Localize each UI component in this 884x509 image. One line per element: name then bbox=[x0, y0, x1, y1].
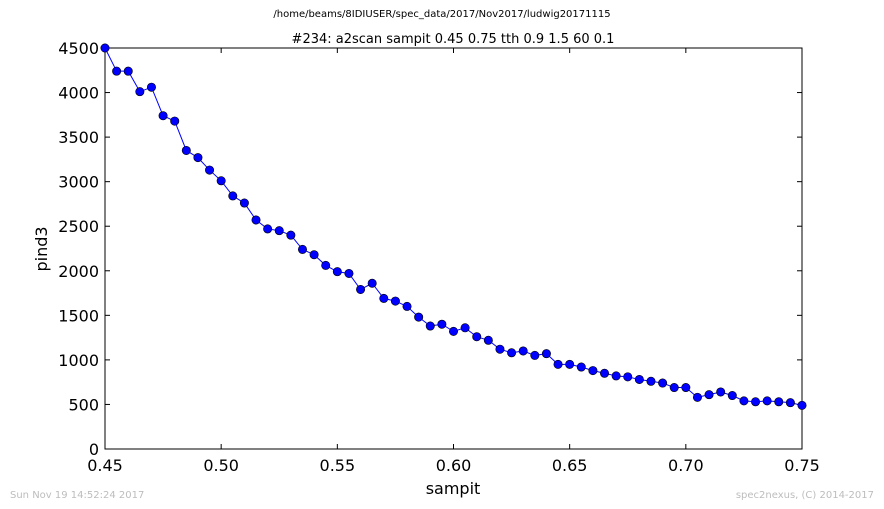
data-point bbox=[797, 400, 807, 410]
timestamp-footer: Sun Nov 19 14:52:24 2017 bbox=[10, 490, 145, 501]
data-point bbox=[692, 392, 702, 402]
y-tick-label: 4000 bbox=[58, 84, 99, 103]
data-point bbox=[495, 344, 505, 354]
chart-title: #234: a2scan sampit 0.45 0.75 tth 0.9 1.… bbox=[292, 32, 615, 47]
data-point bbox=[681, 383, 691, 393]
data-point bbox=[228, 191, 238, 201]
y-tick-label: 1000 bbox=[58, 351, 99, 370]
data-point bbox=[135, 87, 145, 97]
data-point bbox=[448, 326, 458, 336]
data-point bbox=[309, 250, 319, 260]
x-tick-label: 0.75 bbox=[784, 456, 820, 475]
y-tick-label: 2500 bbox=[58, 217, 99, 236]
data-point bbox=[344, 268, 354, 278]
y-tick-label: 3000 bbox=[58, 173, 99, 192]
data-point bbox=[623, 372, 633, 382]
data-point bbox=[297, 244, 307, 254]
data-point bbox=[600, 368, 610, 378]
x-tick-label: 0.70 bbox=[668, 456, 704, 475]
y-tick-label: 2000 bbox=[58, 262, 99, 281]
y-axis-label: pind3 bbox=[32, 226, 51, 271]
credit-footer: spec2nexus, (C) 2014-2017 bbox=[735, 490, 874, 501]
data-point bbox=[414, 312, 424, 322]
data-point bbox=[170, 116, 180, 126]
data-point bbox=[553, 359, 563, 369]
file-path-title: /home/beams/8IDIUSER/spec_data/2017/Nov2… bbox=[273, 9, 611, 20]
data-point bbox=[483, 335, 493, 345]
series-line bbox=[104, 47, 803, 406]
x-axis-label: sampit bbox=[426, 479, 481, 498]
data-point bbox=[588, 366, 598, 376]
data-point bbox=[239, 198, 249, 208]
data-point bbox=[123, 66, 133, 76]
data-point bbox=[158, 111, 168, 121]
data-point bbox=[181, 145, 191, 155]
data-point bbox=[367, 278, 377, 288]
data-point bbox=[425, 321, 435, 331]
y-tick-label: 1500 bbox=[58, 306, 99, 325]
y-tick-label: 500 bbox=[68, 395, 99, 414]
data-point bbox=[100, 43, 110, 53]
data-point bbox=[541, 349, 551, 359]
data-point bbox=[507, 348, 517, 358]
x-tick-label: 0.55 bbox=[320, 456, 356, 475]
data-point bbox=[205, 165, 215, 175]
series-layer bbox=[100, 43, 807, 410]
x-tick-label: 0.65 bbox=[552, 456, 588, 475]
data-point bbox=[112, 66, 122, 76]
data-point bbox=[460, 323, 470, 333]
y-tick-label: 4500 bbox=[58, 39, 99, 58]
data-point bbox=[565, 359, 575, 369]
data-point bbox=[669, 383, 679, 393]
y-tick-label: 0 bbox=[89, 440, 99, 459]
data-point bbox=[193, 153, 203, 163]
data-point bbox=[472, 332, 482, 342]
data-point bbox=[437, 319, 447, 329]
data-point bbox=[634, 374, 644, 384]
data-point bbox=[402, 301, 412, 311]
data-point bbox=[611, 371, 621, 381]
x-tick-label: 0.50 bbox=[203, 456, 239, 475]
data-point bbox=[263, 224, 273, 234]
data-point bbox=[646, 376, 656, 386]
data-point bbox=[727, 391, 737, 401]
data-point bbox=[530, 350, 540, 360]
data-point bbox=[251, 215, 261, 225]
data-point bbox=[286, 230, 296, 240]
data-point bbox=[774, 397, 784, 407]
plot-frame bbox=[104, 47, 803, 450]
data-point bbox=[321, 260, 331, 270]
data-point bbox=[390, 296, 400, 306]
data-point bbox=[658, 378, 668, 388]
axis-ticks: 0.45 0.50 0.55 0.60 0.65 0.70 0.75 0 500 1000 1500… bbox=[58, 39, 820, 475]
data-point bbox=[274, 226, 284, 236]
data-point bbox=[739, 396, 749, 406]
data-point bbox=[762, 396, 772, 406]
y-tick-label: 3500 bbox=[58, 128, 99, 147]
x-tick-label: 0.45 bbox=[87, 456, 123, 475]
data-point bbox=[332, 267, 342, 277]
data-point bbox=[785, 398, 795, 408]
data-point bbox=[356, 284, 366, 294]
data-point bbox=[576, 362, 586, 372]
x-tick-label: 0.60 bbox=[436, 456, 472, 475]
data-point bbox=[379, 293, 389, 303]
data-point bbox=[216, 176, 226, 186]
data-point bbox=[146, 82, 156, 92]
data-point bbox=[716, 387, 726, 397]
data-point bbox=[704, 390, 714, 400]
data-point bbox=[751, 397, 761, 407]
data-point bbox=[518, 346, 528, 356]
